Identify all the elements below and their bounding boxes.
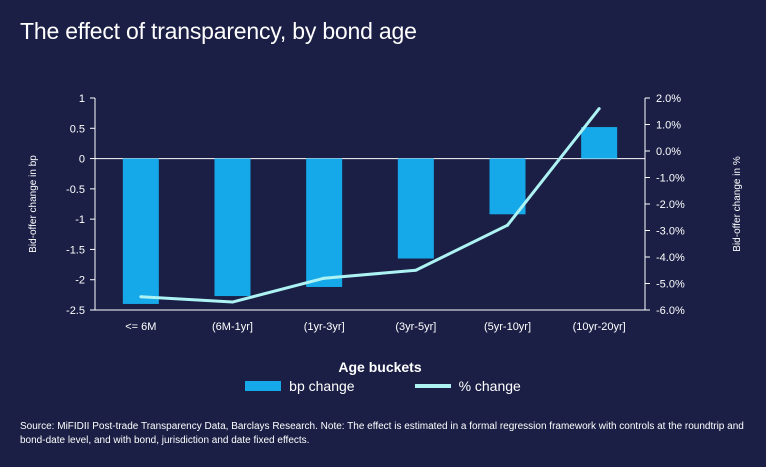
bar [489, 158, 526, 215]
line-series [139, 107, 601, 304]
y-tick-label-right: 2.0% [656, 93, 681, 105]
chart-axes: 1 0.5 0 -0.5 -1 -1.5 -2 -2.5 2.0% 1.0% 0.0% -1.0% -2… [66, 93, 685, 333]
y-tick-label-left: 0 [79, 154, 85, 166]
legend: bp change % change [0, 378, 766, 394]
chart-plot: 1 0.5 0 -0.5 -1 -1.5 -2 -2.5 2.0% 1.0% 0.0% -1.0% -2… [28, 93, 743, 375]
y-axis-label-right: Bid-offer change in % [732, 156, 743, 252]
y-tick-label-left: -2 [75, 275, 85, 287]
y-tick-label-left: -1 [75, 214, 85, 226]
x-axis-label: Age buckets [338, 359, 421, 375]
y-tick-label-right: -4.0% [656, 252, 685, 264]
x-tick-label: (5yr-10yr] [484, 321, 531, 333]
bar [122, 158, 159, 304]
bar [397, 158, 434, 259]
y-tick-label-left: -1.5 [66, 244, 85, 256]
line-point [231, 300, 234, 304]
legend-swatch-line [414, 384, 451, 388]
bar [581, 127, 618, 159]
line-point [322, 276, 326, 280]
x-tick-label: (10yr-20yr] [573, 321, 626, 333]
line-point [139, 295, 143, 299]
y-tick-label-left: -0.5 [66, 184, 85, 196]
legend-swatch-bar [245, 381, 282, 391]
axis-labels: Bid-offer change in bp Bid-offer change … [28, 155, 743, 375]
x-tick-label: (1yr-3yr] [304, 321, 345, 333]
legend-label-bars: bp change [289, 378, 355, 394]
legend-item-bars: bp change [245, 378, 355, 394]
line-point [506, 223, 509, 227]
bar [306, 158, 343, 287]
y-tick-label-left: 0.5 [70, 123, 85, 135]
source-note: Source: MiFIDII Post-trade Transparency … [20, 421, 744, 446]
legend-item-line: % change [414, 378, 521, 394]
x-tick-label: (3yr-5yr] [395, 321, 436, 333]
y-tick-label-right: -5.0% [656, 279, 685, 291]
chart-title: The effect of transparency, by bond age [20, 18, 417, 44]
x-tick-label: <= 6M [125, 321, 156, 333]
y-axis-label-left: Bid-offer change in bp [28, 155, 39, 253]
line-point [597, 107, 601, 111]
bar [214, 158, 251, 297]
y-tick-label-right: 0.0% [656, 146, 681, 158]
y-tick-label-right: -1.0% [656, 173, 685, 185]
line-point [414, 268, 418, 272]
legend-label-line: % change [458, 378, 521, 394]
x-tick-label: (6M-1yr] [212, 321, 253, 333]
bar-series [122, 127, 618, 304]
y-tick-label-left: -2.5 [66, 305, 85, 317]
y-tick-label-right: 1.0% [656, 120, 681, 132]
y-tick-label-right: -3.0% [656, 226, 685, 238]
y-tick-label-right: -2.0% [656, 199, 685, 211]
line-path [140, 107, 601, 304]
y-tick-label-left: 1 [79, 93, 85, 105]
y-tick-label-right: -6.0% [656, 305, 685, 317]
